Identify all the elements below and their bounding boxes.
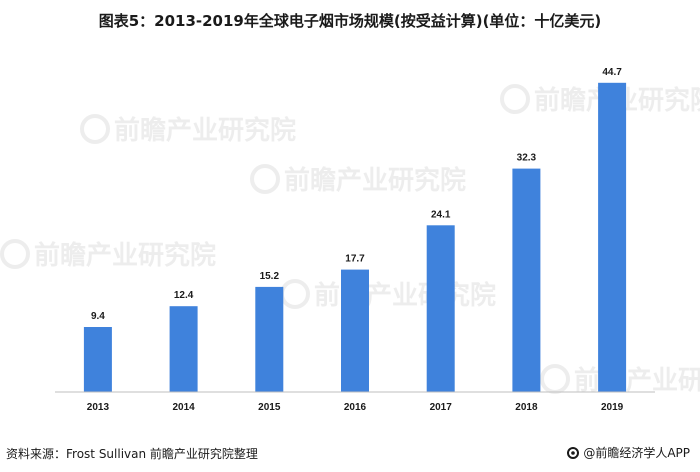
bars-layer (83, 82, 627, 393)
x-tick-label-2019: 2019 (601, 402, 624, 413)
bar-2014 (169, 306, 198, 392)
chart-title: 图表5：2013-2019年全球电子烟市场规模(按受益计算)(单位：十亿美元) (98, 12, 602, 30)
x-tick-label-2014: 2014 (172, 402, 195, 413)
data-label-2019: 44.7 (602, 67, 622, 78)
bar-2016 (341, 269, 369, 392)
source-note: 资料来源：Frost Sullivan 前瞻产业研究院整理 (6, 447, 258, 461)
bar-2019 (598, 82, 627, 393)
x-tick-label-2016: 2016 (344, 402, 367, 413)
data-label-2016: 17.7 (345, 254, 365, 265)
data-label-2014: 12.4 (174, 290, 194, 301)
x-tick-label-2015: 2015 (258, 402, 281, 413)
data-label-2013: 9.4 (91, 311, 105, 322)
bar-2017 (426, 225, 455, 392)
bar-2018 (512, 168, 541, 392)
data-label-2018: 32.3 (517, 153, 537, 164)
x-tick-label-2017: 2017 (430, 402, 453, 413)
brand-logo-icon (567, 446, 580, 459)
bar-2013 (83, 327, 112, 392)
x-tick-label-2018: 2018 (515, 402, 538, 413)
x-tick-label-2013: 2013 (87, 402, 110, 413)
data-label-2017: 24.1 (431, 209, 451, 220)
brand-text: @前瞻经济学人APP (583, 446, 690, 460)
ticks-layer: 2013 2014 2015 2016 2017 2018 2019 (87, 402, 624, 413)
data-label-2015: 15.2 (260, 271, 280, 282)
brand-credit: @前瞻经济学人APP (567, 444, 690, 461)
labels-layer: 9.4 12.4 15.2 17.7 24.1 32.3 44.7 (91, 67, 622, 322)
bar-2015 (255, 286, 284, 392)
